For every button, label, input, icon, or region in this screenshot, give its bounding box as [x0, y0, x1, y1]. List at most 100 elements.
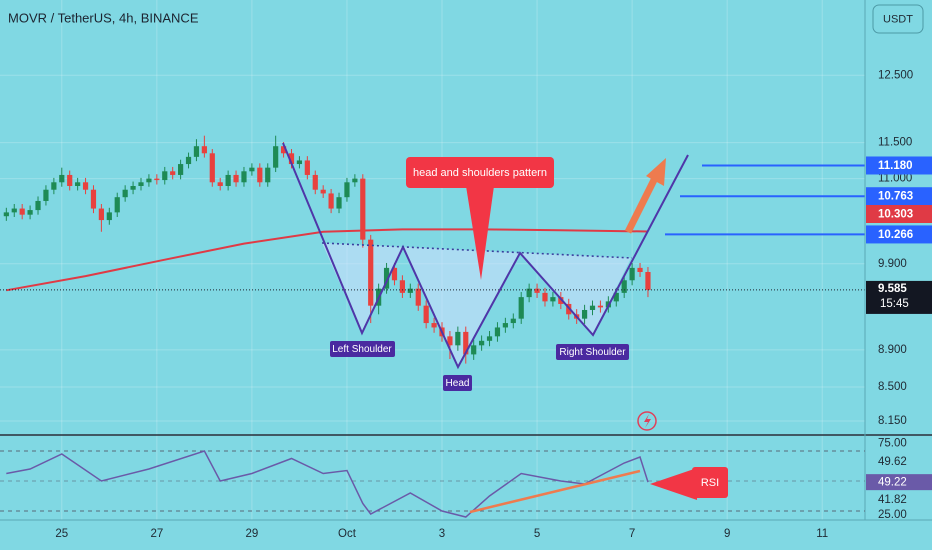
- candle-body: [510, 318, 516, 324]
- x-tick-label: 27: [150, 528, 163, 540]
- candle-body: [423, 305, 429, 324]
- callout-pointer: [466, 186, 494, 280]
- candle-body: [629, 267, 635, 281]
- candle-body: [146, 178, 152, 183]
- candle-body: [122, 189, 128, 198]
- level-badge: [866, 225, 932, 244]
- candle-body: [645, 271, 651, 290]
- candle-body: [106, 212, 112, 221]
- candle-body: [162, 171, 168, 181]
- level-badge-text: 11.180: [878, 160, 913, 172]
- moving-average: [6, 228, 649, 292]
- y-tick-label: 8.500: [878, 381, 907, 393]
- rsi-tick-label: 75.00: [878, 437, 907, 449]
- label-box: [443, 375, 472, 391]
- candle-body: [35, 200, 41, 211]
- currency-button[interactable]: [872, 4, 924, 34]
- alert-icon[interactable]: [637, 411, 657, 431]
- candle-body: [479, 340, 485, 346]
- y-tick-label: 11.000: [878, 173, 912, 185]
- candle-body: [471, 345, 477, 355]
- candle-body: [352, 178, 358, 183]
- candle-body: [225, 174, 231, 186]
- candle-body: [27, 210, 33, 215]
- target-arrow-head: [646, 158, 666, 186]
- level-badge: [866, 187, 932, 206]
- head-label: Head: [446, 378, 470, 389]
- candle-body: [312, 174, 318, 190]
- candle-body: [407, 288, 413, 293]
- rsi-tick-label: 25.00: [878, 509, 907, 521]
- candle-body: [249, 167, 255, 172]
- x-tick-label: 3: [439, 528, 445, 540]
- candle-body: [217, 182, 223, 186]
- rsi-pane: [6, 450, 649, 518]
- candle-body: [11, 208, 17, 213]
- candle-body: [431, 323, 437, 328]
- candle-body: [399, 280, 405, 293]
- x-tick-label: Oct: [338, 528, 357, 540]
- candle-body: [494, 327, 501, 337]
- candle-body: [288, 153, 295, 165]
- callout-text: head and shoulders pattern: [413, 167, 547, 179]
- candle-body: [19, 208, 25, 215]
- candle-body: [502, 323, 508, 328]
- candle-body: [455, 331, 461, 346]
- right-shoulder-label: Right Shoulder: [559, 347, 626, 358]
- rsi-band-label: 49.62: [878, 456, 907, 468]
- rsi-badge-text: 49.22: [878, 477, 907, 489]
- candle-body: [280, 146, 287, 154]
- y-tick-label: 9.900: [878, 258, 907, 270]
- x-tick-label: 25: [55, 528, 68, 540]
- x-tick-label: 7: [629, 528, 635, 540]
- y-tick-label: 12.500: [878, 69, 913, 81]
- candle-body: [273, 146, 279, 168]
- candle-body: [201, 146, 207, 154]
- currency-label: USDT: [883, 13, 913, 25]
- candle-body: [98, 208, 104, 221]
- rsi-line: [6, 450, 649, 518]
- candle-body: [463, 331, 469, 355]
- candle-body: [265, 167, 271, 183]
- candle-body: [534, 288, 540, 293]
- candle-body: [75, 182, 81, 186]
- rsi-trendline: [469, 469, 641, 514]
- rsi-band-label: 41.82: [878, 494, 907, 506]
- candle-body: [138, 182, 144, 186]
- x-tick-label: 29: [245, 528, 258, 540]
- candle-body: [233, 174, 239, 183]
- candle-body: [526, 288, 532, 298]
- candle-body: [257, 167, 263, 183]
- level-badge-text: 10.266: [878, 229, 913, 241]
- candle-body: [486, 336, 493, 341]
- pattern-line: [282, 142, 689, 370]
- candle-body: [368, 239, 374, 306]
- candle-body: [447, 336, 453, 346]
- candle-body: [193, 146, 200, 157]
- candle-body: [304, 160, 310, 175]
- candle-body: [360, 178, 366, 240]
- candle-body: [67, 174, 73, 186]
- candle-body: [344, 182, 350, 198]
- x-tick-label: 11: [816, 528, 828, 540]
- candle-body: [518, 297, 524, 319]
- candle-body: [59, 174, 65, 183]
- rsi-callout-box: [692, 467, 728, 498]
- candle-body: [185, 156, 192, 165]
- axes: 12.500 11.500 11.000 9.900 8.900 8.500 8.150 25…: [55, 69, 932, 540]
- candle-body: [637, 267, 643, 272]
- candle-body: [209, 153, 215, 183]
- x-tick-label: 5: [534, 528, 540, 540]
- level-badge: [866, 156, 932, 175]
- y-tick-label: 8.150: [878, 415, 907, 427]
- candle-body: [51, 182, 57, 190]
- candle-body: [613, 292, 619, 302]
- candle-body: [320, 189, 326, 194]
- ma-badge-text: 10.303: [878, 209, 913, 221]
- pattern-area: [322, 243, 631, 367]
- candle-body: [43, 189, 49, 201]
- candle-body: [170, 171, 176, 175]
- candle-body: [336, 197, 342, 209]
- candle-body: [621, 280, 627, 293]
- candle-body: [558, 297, 564, 304]
